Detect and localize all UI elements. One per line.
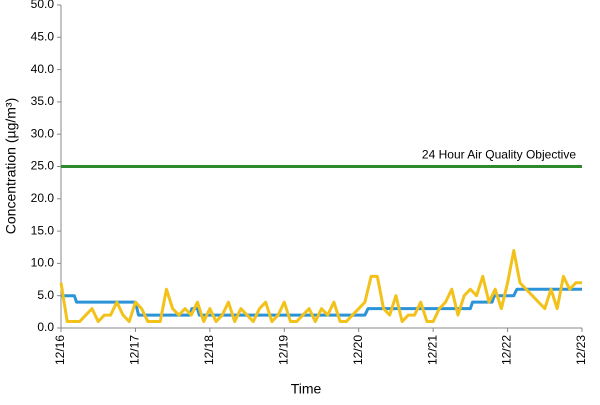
x-tick-label: 12/21 [425, 335, 439, 365]
y-tick-label: 35.0 [31, 94, 55, 108]
y-tick-label: 20.0 [31, 191, 55, 205]
y-tick-label: 5.0 [37, 288, 54, 302]
y-tick-label: 45.0 [31, 29, 55, 43]
y-tick-label: 10.0 [31, 256, 55, 270]
x-tick-label: 12/16 [53, 335, 67, 365]
x-axis-label: Time [291, 381, 322, 397]
y-tick-label: 25.0 [31, 159, 55, 173]
series-line [59, 248, 582, 324]
y-tick-label: 30.0 [31, 126, 55, 140]
x-tick-label: 12/20 [351, 335, 365, 365]
y-tick-label: 50.0 [31, 0, 55, 11]
y-axis-label: Concentration (µg/m³) [3, 98, 19, 234]
x-tick-label: 12/23 [574, 335, 588, 365]
y-tick-label: 15.0 [31, 223, 55, 237]
x-tick-label: 12/19 [276, 335, 290, 365]
x-tick-label: 12/18 [202, 335, 216, 365]
y-tick-label: 40.0 [31, 62, 55, 76]
x-tick-label: 12/17 [128, 335, 142, 365]
line-label: 24 Hour Air Quality Objective [422, 148, 576, 162]
y-tick-label: 0.0 [37, 320, 54, 334]
x-tick-label: 12/22 [500, 335, 514, 365]
